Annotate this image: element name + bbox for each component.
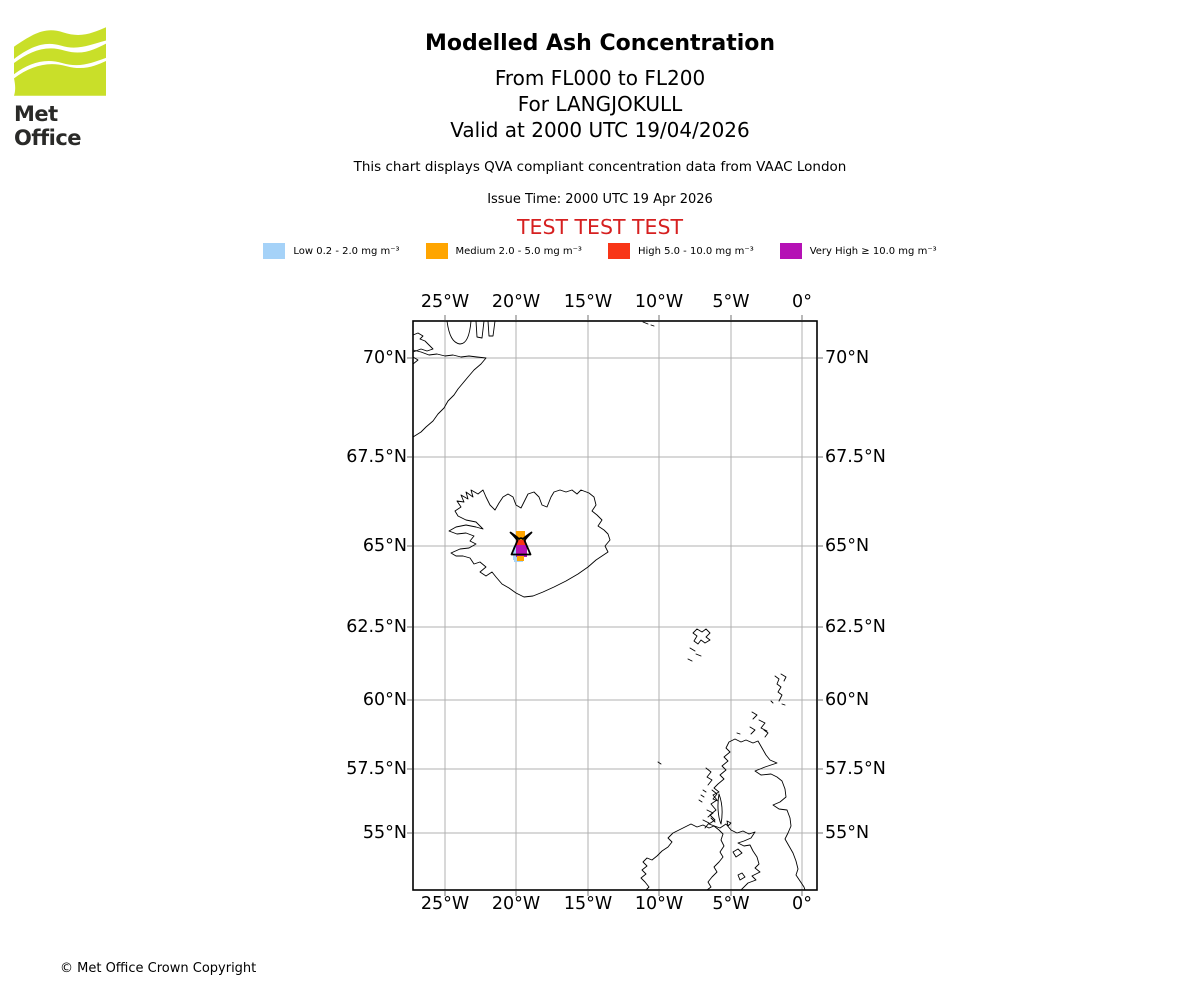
legend-item-medium: Medium 2.0 - 5.0 mg m⁻³ [425,243,582,259]
x-axis-label-bottom: 20°W [491,894,541,914]
x-axis-label-top: 5°W [712,292,750,312]
x-axis-label-bottom: 0° [792,894,812,914]
x-axis-label-top: 25°W [420,292,470,312]
map-frame [412,320,818,891]
coastline-shetland [770,673,787,706]
x-axis-label-top: 0° [792,292,812,312]
very-high-swatch-icon [779,243,802,259]
met-office-wordmark: Met Office [14,102,82,150]
y-axis-label-left: 65°N [362,536,407,556]
y-axis-label-right: 57.5°N [825,759,886,779]
coastline-orkney [736,711,769,738]
qva-note: This chart displays QVA compliant concen… [353,159,847,175]
subtitle-volcano: For LANGJOKULL [517,92,683,116]
chart-header: Modelled Ash Concentration From FL000 to… [0,31,1200,143]
ash-cell-low [513,546,517,560]
x-axis-label-top: 20°W [491,292,541,312]
legend-label-medium: Medium 2.0 - 5.0 mg m⁻³ [455,245,582,257]
x-axis-label-bottom: 25°W [420,894,470,914]
y-axis-label-left: 67.5°N [346,447,407,467]
y-axis-label-right: 55°N [825,823,870,843]
coastline-greenland-fjords [412,320,496,365]
ash-concentration-cells [513,531,527,562]
coastline-jan-mayen [642,321,655,327]
ash-map [407,315,823,896]
ash-cell-medium [517,556,524,561]
medium-swatch-icon [425,243,448,259]
legend-item-very-high: Very High ≥ 10.0 mg m⁻³ [779,243,937,259]
high-swatch-icon [607,243,630,259]
legend-item-high: High 5.0 - 10.0 mg m⁻³ [607,243,754,259]
legend-label-high: High 5.0 - 10.0 mg m⁻³ [637,245,754,257]
y-axis-label-left: 60°N [362,690,407,710]
ash-cell-very-high [516,545,527,557]
ash-cell-medium [516,531,525,541]
legend-label-very-high: Very High ≥ 10.0 mg m⁻³ [809,245,937,257]
legend-label-low: Low 0.2 - 2.0 mg m⁻³ [293,245,400,257]
graticule-grid [413,321,817,890]
legend-item-low: Low 0.2 - 2.0 mg m⁻³ [263,243,400,259]
y-axis-label-right: 67.5°N [825,447,886,467]
met-office-waves-icon [14,27,106,96]
x-axis-label-bottom: 5°W [712,894,750,914]
coastline-ireland [640,823,725,891]
y-axis-label-left: 70°N [362,348,407,368]
coastline-greenland [412,349,487,438]
y-axis-label-right: 62.5°N [825,617,886,637]
y-axis-label-left: 62.5°N [346,617,407,637]
coastline-isle-of-man [732,848,746,881]
coastline-hebrides [657,761,732,829]
test-banner: TEST TEST TEST [516,215,684,239]
concentration-legend: Low 0.2 - 2.0 mg m⁻³ Medium 2.0 - 5.0 mg… [0,243,1200,259]
x-axis-label-top: 10°W [634,292,684,312]
coastline-great-britain [708,738,806,891]
y-axis-label-right: 65°N [825,536,870,556]
y-axis-label-left: 57.5°N [346,759,407,779]
axis-ticks [407,315,823,896]
map-background [413,321,817,890]
y-axis-label-right: 70°N [825,348,870,368]
coastline-faroe-islands [687,628,711,662]
volcano-icon [509,531,533,556]
subtitle-valid-time: Valid at 2000 UTC 19/04/2026 [450,118,750,142]
page-title: Modelled Ash Concentration [424,31,776,56]
y-axis-label-right: 60°N [825,690,870,710]
x-axis-label-top: 15°W [563,292,613,312]
met-office-logo: Met Office [14,26,106,150]
coastline-iceland [448,489,611,598]
issue-time: Issue Time: 2000 UTC 19 Apr 2026 [487,192,713,207]
ash-cell-high [516,540,526,546]
y-axis-label-left: 55°N [362,823,407,843]
x-axis-label-bottom: 10°W [634,894,684,914]
copyright-notice: © Met Office Crown Copyright [60,961,257,976]
x-axis-label-bottom: 15°W [563,894,613,914]
low-swatch-icon [263,243,286,259]
subtitle-flight-levels: From FL000 to FL200 [494,66,706,90]
